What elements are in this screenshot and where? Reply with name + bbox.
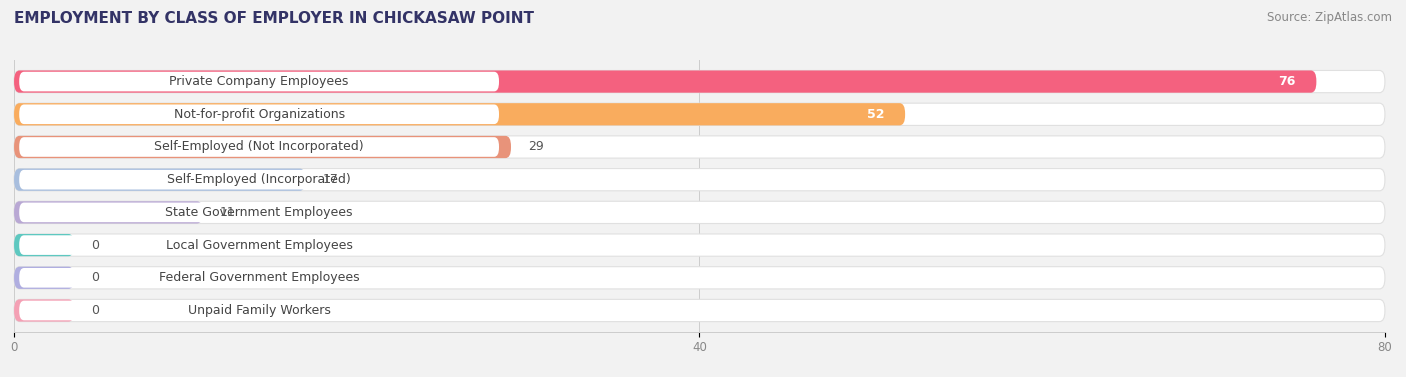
FancyBboxPatch shape bbox=[20, 137, 499, 157]
Text: 11: 11 bbox=[219, 206, 235, 219]
FancyBboxPatch shape bbox=[20, 301, 499, 320]
FancyBboxPatch shape bbox=[20, 104, 499, 124]
Text: 17: 17 bbox=[322, 173, 339, 186]
Text: EMPLOYMENT BY CLASS OF EMPLOYER IN CHICKASAW POINT: EMPLOYMENT BY CLASS OF EMPLOYER IN CHICK… bbox=[14, 11, 534, 26]
FancyBboxPatch shape bbox=[14, 234, 1385, 256]
FancyBboxPatch shape bbox=[14, 267, 1385, 289]
FancyBboxPatch shape bbox=[14, 103, 1385, 126]
Text: 0: 0 bbox=[91, 239, 100, 251]
FancyBboxPatch shape bbox=[20, 268, 499, 288]
FancyBboxPatch shape bbox=[14, 267, 75, 289]
Text: State Government Employees: State Government Employees bbox=[166, 206, 353, 219]
Text: Unpaid Family Workers: Unpaid Family Workers bbox=[187, 304, 330, 317]
FancyBboxPatch shape bbox=[20, 202, 499, 222]
FancyBboxPatch shape bbox=[14, 234, 75, 256]
FancyBboxPatch shape bbox=[20, 72, 499, 91]
Text: 29: 29 bbox=[529, 141, 544, 153]
FancyBboxPatch shape bbox=[20, 235, 499, 255]
FancyBboxPatch shape bbox=[14, 103, 905, 126]
FancyBboxPatch shape bbox=[14, 136, 510, 158]
FancyBboxPatch shape bbox=[14, 201, 1385, 224]
Text: Federal Government Employees: Federal Government Employees bbox=[159, 271, 360, 284]
FancyBboxPatch shape bbox=[14, 136, 1385, 158]
Text: Self-Employed (Not Incorporated): Self-Employed (Not Incorporated) bbox=[155, 141, 364, 153]
Text: Private Company Employees: Private Company Employees bbox=[169, 75, 349, 88]
FancyBboxPatch shape bbox=[14, 169, 305, 191]
Text: Self-Employed (Incorporated): Self-Employed (Incorporated) bbox=[167, 173, 352, 186]
Text: Local Government Employees: Local Government Employees bbox=[166, 239, 353, 251]
Text: 52: 52 bbox=[868, 108, 884, 121]
Text: 0: 0 bbox=[91, 304, 100, 317]
Text: Source: ZipAtlas.com: Source: ZipAtlas.com bbox=[1267, 11, 1392, 24]
FancyBboxPatch shape bbox=[14, 201, 202, 224]
Text: 0: 0 bbox=[91, 271, 100, 284]
FancyBboxPatch shape bbox=[14, 299, 75, 322]
FancyBboxPatch shape bbox=[14, 299, 1385, 322]
Text: 76: 76 bbox=[1278, 75, 1296, 88]
FancyBboxPatch shape bbox=[14, 70, 1385, 93]
FancyBboxPatch shape bbox=[14, 70, 1316, 93]
FancyBboxPatch shape bbox=[20, 170, 499, 190]
FancyBboxPatch shape bbox=[14, 169, 1385, 191]
Text: Not-for-profit Organizations: Not-for-profit Organizations bbox=[173, 108, 344, 121]
